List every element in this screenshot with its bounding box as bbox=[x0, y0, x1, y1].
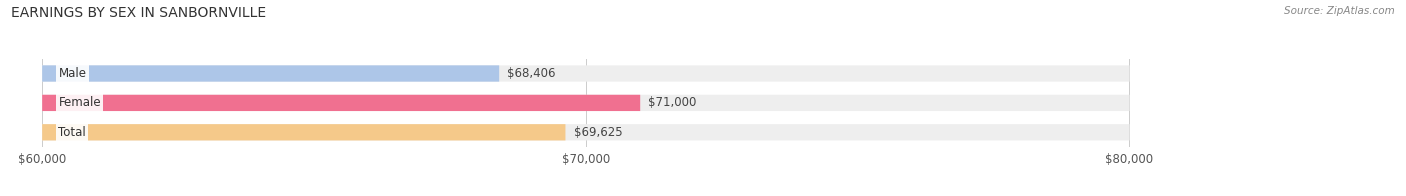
Text: Total: Total bbox=[59, 126, 86, 139]
Text: Male: Male bbox=[59, 67, 87, 80]
Text: $69,625: $69,625 bbox=[574, 126, 623, 139]
Text: $68,406: $68,406 bbox=[508, 67, 555, 80]
Text: EARNINGS BY SEX IN SANBORNVILLE: EARNINGS BY SEX IN SANBORNVILLE bbox=[11, 6, 266, 20]
FancyBboxPatch shape bbox=[42, 65, 499, 82]
FancyBboxPatch shape bbox=[42, 124, 1129, 141]
Text: Female: Female bbox=[59, 96, 101, 109]
Text: $71,000: $71,000 bbox=[648, 96, 697, 109]
Text: Source: ZipAtlas.com: Source: ZipAtlas.com bbox=[1284, 6, 1395, 16]
FancyBboxPatch shape bbox=[42, 95, 1129, 111]
FancyBboxPatch shape bbox=[42, 65, 1129, 82]
FancyBboxPatch shape bbox=[42, 124, 565, 141]
FancyBboxPatch shape bbox=[42, 95, 640, 111]
